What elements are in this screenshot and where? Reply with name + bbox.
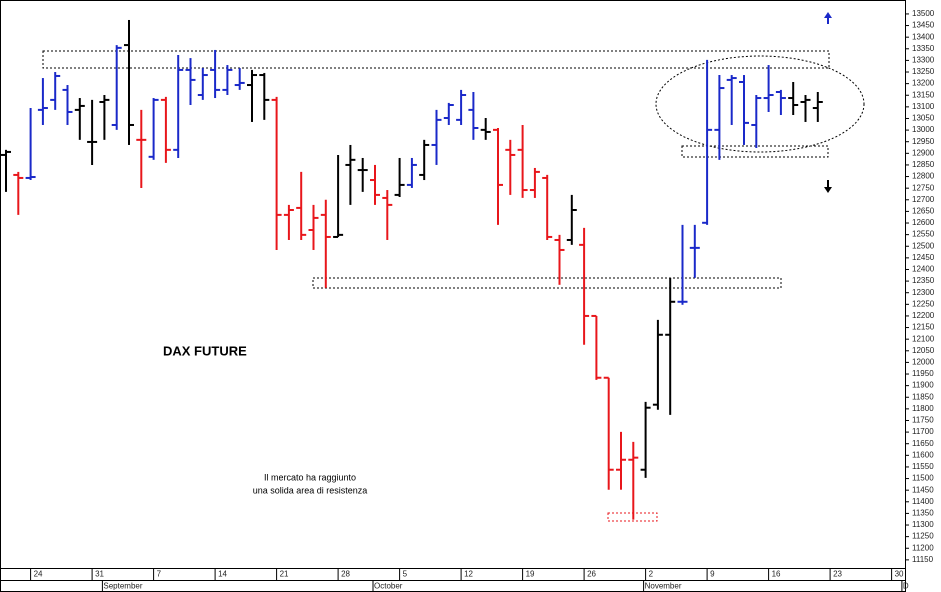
resistance-zone	[42, 50, 830, 69]
y-tick-label: 11350	[912, 509, 934, 518]
y-tick-label: 13350	[912, 44, 935, 53]
y-tick-label: 12650	[912, 207, 935, 216]
y-tick-label: 12350	[912, 276, 935, 285]
y-tick-label: 12950	[912, 137, 935, 146]
y-tick-label: 12250	[912, 299, 935, 308]
y-tick-label: 11450	[912, 485, 934, 494]
y-tick-label: 12100	[912, 334, 935, 343]
x-tick-label: 31	[95, 570, 104, 579]
y-tick-label: 11500	[912, 474, 934, 483]
x-tick-label: 12	[464, 570, 473, 579]
note: una solida area di resistenza	[253, 485, 368, 495]
y-tick-label: 12750	[912, 183, 935, 192]
y-tick-label: 12500	[912, 241, 935, 250]
y-tick-label: 11250	[912, 532, 934, 541]
frame	[0, 0, 906, 592]
x-tick-label: 24	[34, 570, 43, 579]
y-tick-label: 12200	[912, 311, 935, 320]
x-tick-label: 5	[403, 570, 408, 579]
x-tick-label: 7	[157, 570, 162, 579]
y-tick-label: 11650	[912, 439, 934, 448]
y-tick-label: 13400	[912, 32, 935, 41]
y-tick-label: 11800	[912, 404, 934, 413]
y-tick-label: 13050	[912, 114, 935, 123]
y-tick-label: 13300	[912, 56, 935, 65]
y-tick-label: 13500	[912, 9, 935, 18]
y-tick-label: 12300	[912, 288, 935, 297]
x-tick-label: 23	[833, 570, 842, 579]
y-tick-label: 11550	[912, 462, 934, 471]
y-tick-label: 12150	[912, 323, 935, 332]
y-tick-label: 13150	[912, 90, 935, 99]
x-tick-label: 26	[587, 570, 596, 579]
arrow-down	[824, 180, 832, 193]
highlight-ellipse	[655, 55, 865, 153]
x-tick-label: 16	[772, 570, 781, 579]
y-tick-label: 13250	[912, 67, 935, 76]
y-tick-label: 11700	[912, 427, 934, 436]
x-tick-label: 21	[280, 570, 289, 579]
y-tick-label: 11900	[912, 381, 934, 390]
y-tick-label: 12400	[912, 265, 935, 274]
y-tick-label: 13000	[912, 125, 935, 134]
y-tick-label: 11600	[912, 450, 934, 459]
y-tick-label: 12700	[912, 195, 935, 204]
y-tick-label: 11400	[912, 497, 934, 506]
y-tick-label: 11750	[912, 416, 934, 425]
y-tick-label: 12600	[912, 218, 935, 227]
y-tick-label: 11950	[912, 369, 934, 378]
month-label: October	[374, 582, 403, 591]
y-tick-label: 13100	[912, 102, 935, 111]
chart-title: DAX FUTURE	[163, 343, 247, 358]
arrow-up	[824, 12, 832, 24]
y-tick-label: 13450	[912, 21, 935, 30]
y-tick-label: 12000	[912, 358, 935, 367]
note: Il mercato ha raggiunto	[264, 472, 356, 482]
x-tick-label: 9	[710, 570, 715, 579]
x-tick-label: 14	[218, 570, 227, 579]
y-tick-label: 11850	[912, 392, 934, 401]
y-tick-label: 12850	[912, 160, 935, 169]
month-label: September	[103, 582, 142, 591]
y-tick-label: 12050	[912, 346, 935, 355]
y-tick-label: 12900	[912, 148, 935, 157]
y-tick-label: 12450	[912, 253, 935, 262]
x-tick-label: 30	[895, 570, 904, 579]
x-tick-label: 28	[341, 570, 350, 579]
x-tick-label: 2	[649, 570, 654, 579]
y-tick-label: 12800	[912, 172, 935, 181]
y-tick-label: 13200	[912, 79, 935, 88]
y-tick-label: 12550	[912, 230, 935, 239]
month-label: D	[903, 582, 909, 591]
y-tick-label: 11300	[912, 520, 934, 529]
x-tick-label: 19	[526, 570, 535, 579]
support-zone	[312, 277, 782, 289]
y-tick-label: 11200	[912, 543, 934, 552]
y-tick-label: 11150	[912, 555, 934, 564]
consolidation-zone	[681, 145, 829, 158]
month-label: November	[645, 582, 682, 591]
